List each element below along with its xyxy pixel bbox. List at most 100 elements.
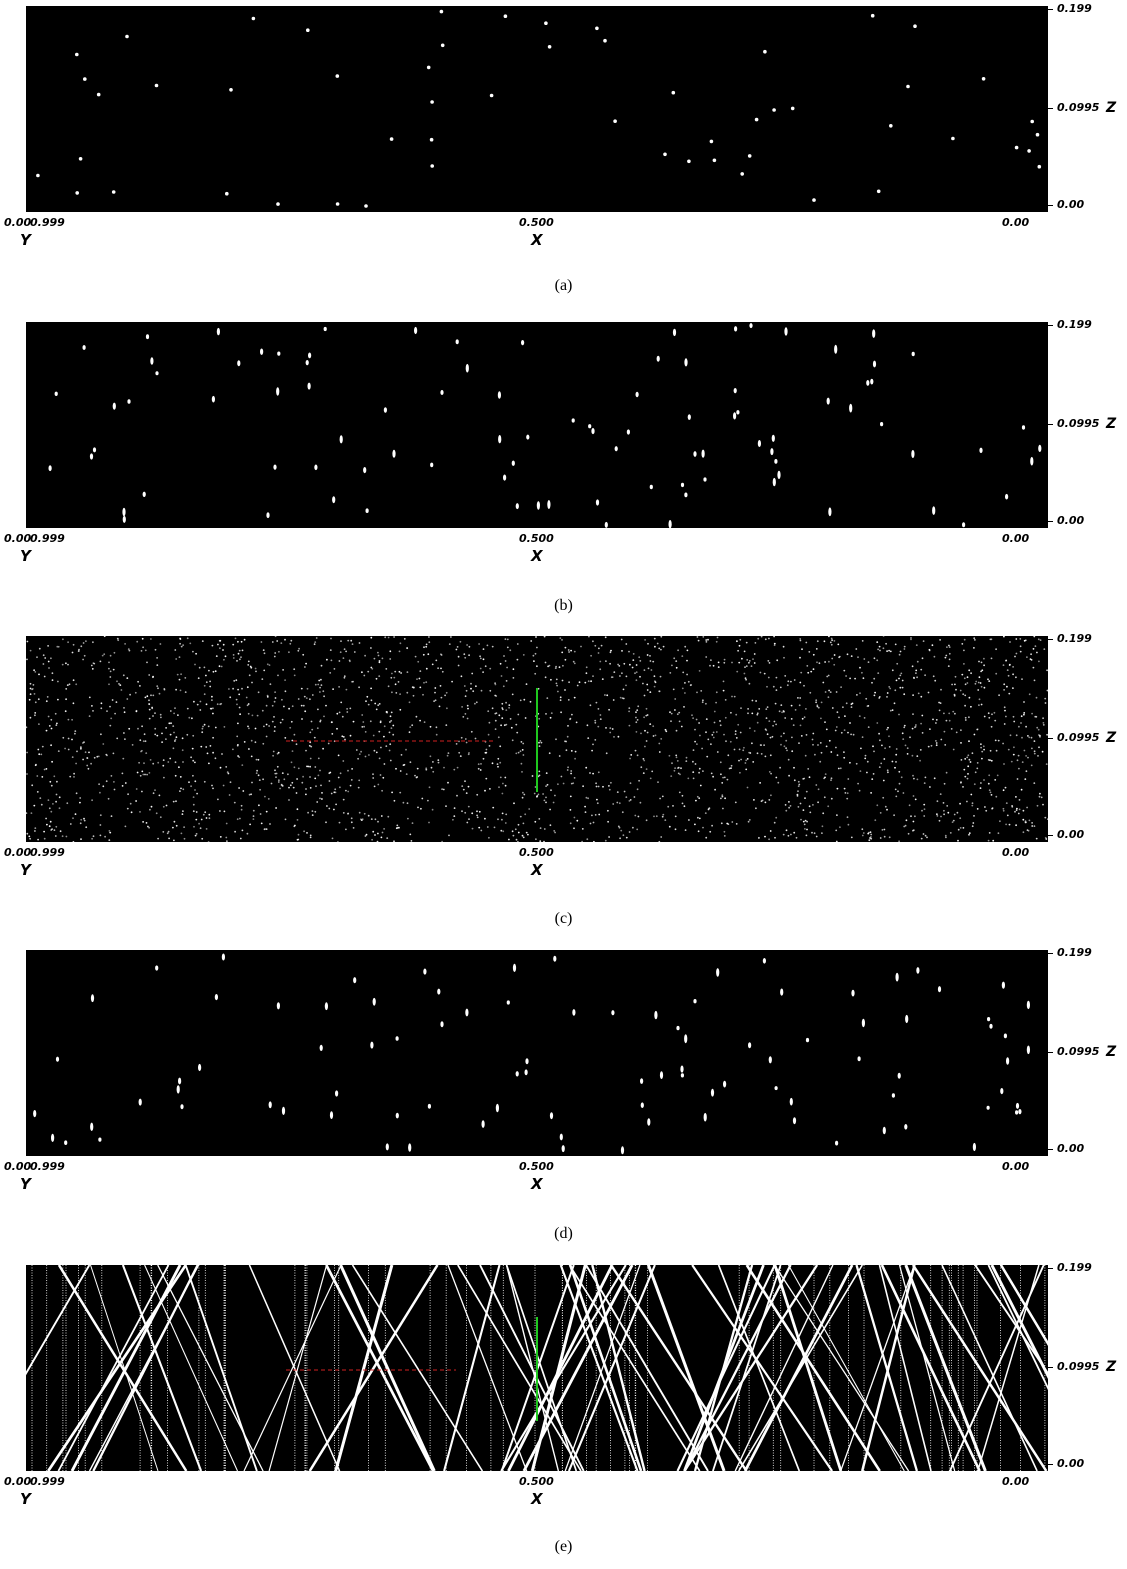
particle-dot bbox=[981, 750, 984, 753]
particle-dot bbox=[706, 755, 709, 758]
particle-dot bbox=[916, 676, 918, 679]
particle-dot bbox=[241, 649, 244, 652]
particle-dot bbox=[808, 651, 811, 653]
particle-dot bbox=[870, 837, 873, 840]
trace-line bbox=[880, 1265, 981, 1471]
particle-dot bbox=[670, 712, 673, 715]
particle-dot bbox=[363, 725, 365, 728]
particle-dot bbox=[1033, 752, 1036, 755]
particle-dot bbox=[501, 792, 504, 795]
particle-dot bbox=[646, 731, 649, 734]
particle-dot bbox=[462, 788, 465, 791]
particle-dot bbox=[333, 808, 335, 811]
left-tick-overlap-label: 0.999 bbox=[30, 846, 65, 859]
particle-dot bbox=[173, 839, 175, 842]
particle-dot bbox=[845, 702, 848, 705]
particle-dot bbox=[90, 1122, 94, 1131]
particle-dot bbox=[733, 748, 736, 751]
particle-dot bbox=[530, 640, 533, 642]
particle-dot bbox=[494, 682, 496, 685]
particle-dot bbox=[686, 649, 689, 652]
particle-dot bbox=[57, 698, 59, 701]
particle-dot bbox=[808, 805, 811, 808]
particle-dot bbox=[432, 761, 434, 763]
particle-dot bbox=[1018, 767, 1020, 770]
particle-dot bbox=[377, 820, 379, 823]
particle-dot bbox=[347, 790, 350, 793]
particle-dot bbox=[699, 784, 702, 787]
particle-dot bbox=[487, 710, 490, 713]
particle-dot bbox=[856, 694, 858, 696]
particle-dot bbox=[867, 726, 870, 728]
particle-dot bbox=[797, 697, 799, 699]
particle-dot bbox=[713, 721, 716, 724]
particle-dot bbox=[425, 643, 428, 646]
particle-dot bbox=[653, 637, 656, 640]
particle-dot bbox=[1046, 733, 1048, 736]
particle-dot bbox=[830, 637, 833, 640]
particle-dot bbox=[720, 773, 722, 776]
particle-dot bbox=[305, 793, 307, 796]
particle-dot bbox=[828, 689, 830, 692]
particle-dot bbox=[54, 835, 57, 837]
particle-dot bbox=[862, 832, 865, 834]
particle-dot bbox=[799, 656, 801, 659]
particle-dot bbox=[38, 753, 41, 756]
particle-dot bbox=[975, 680, 978, 683]
particle-dot bbox=[589, 704, 592, 707]
particle-dot bbox=[694, 728, 696, 731]
particle-dot bbox=[1036, 726, 1039, 729]
particle-dot bbox=[830, 777, 833, 780]
particle-dot bbox=[837, 767, 840, 770]
trace-line bbox=[738, 1265, 863, 1471]
particle-dot bbox=[389, 650, 392, 653]
particle-dot bbox=[916, 967, 920, 974]
particle-dot bbox=[779, 686, 782, 689]
particle-dot bbox=[954, 675, 957, 678]
particle-dot bbox=[907, 832, 910, 835]
particle-dot bbox=[636, 828, 639, 831]
particle-dot bbox=[805, 708, 807, 710]
particle-dot bbox=[863, 717, 866, 719]
particle-dot bbox=[72, 841, 75, 842]
particle-dot bbox=[536, 646, 538, 649]
particle-dot bbox=[547, 500, 551, 509]
particle-dot bbox=[109, 724, 112, 727]
particle-dot bbox=[262, 649, 265, 651]
particle-dot bbox=[780, 704, 783, 706]
particle-dot bbox=[694, 823, 696, 826]
trace-line bbox=[773, 1265, 843, 1471]
particle-dot bbox=[622, 688, 625, 691]
particle-dot bbox=[370, 818, 373, 820]
particle-dot bbox=[90, 664, 93, 667]
particle-dot bbox=[584, 681, 587, 684]
particle-dot bbox=[440, 654, 443, 656]
particle-dot bbox=[972, 822, 975, 824]
particle-dot bbox=[996, 774, 999, 777]
particle-dot bbox=[1038, 660, 1040, 663]
particle-dot bbox=[676, 760, 679, 762]
particle-dot bbox=[192, 759, 195, 762]
particle-dot bbox=[260, 641, 263, 643]
trace-line bbox=[184, 1265, 258, 1471]
particle-dot bbox=[789, 805, 792, 807]
particle-dot bbox=[366, 695, 369, 698]
particle-dot bbox=[900, 672, 903, 675]
particle-dot bbox=[464, 695, 467, 698]
particle-dot bbox=[75, 191, 79, 195]
particle-dot bbox=[464, 656, 467, 659]
particle-dot bbox=[736, 640, 738, 643]
particle-dot bbox=[522, 742, 525, 745]
particle-dot bbox=[876, 189, 881, 194]
particle-dot bbox=[527, 833, 529, 836]
particle-dot bbox=[1028, 693, 1031, 696]
particle-dot bbox=[891, 1093, 896, 1098]
particle-dot bbox=[298, 647, 300, 650]
particle-dot bbox=[537, 793, 540, 796]
particle-dot bbox=[843, 729, 846, 731]
particle-dot bbox=[202, 813, 205, 816]
particle-dot bbox=[573, 816, 576, 819]
particle-dot bbox=[978, 704, 980, 706]
particle-dot bbox=[118, 683, 120, 685]
particle-dot bbox=[534, 820, 537, 823]
